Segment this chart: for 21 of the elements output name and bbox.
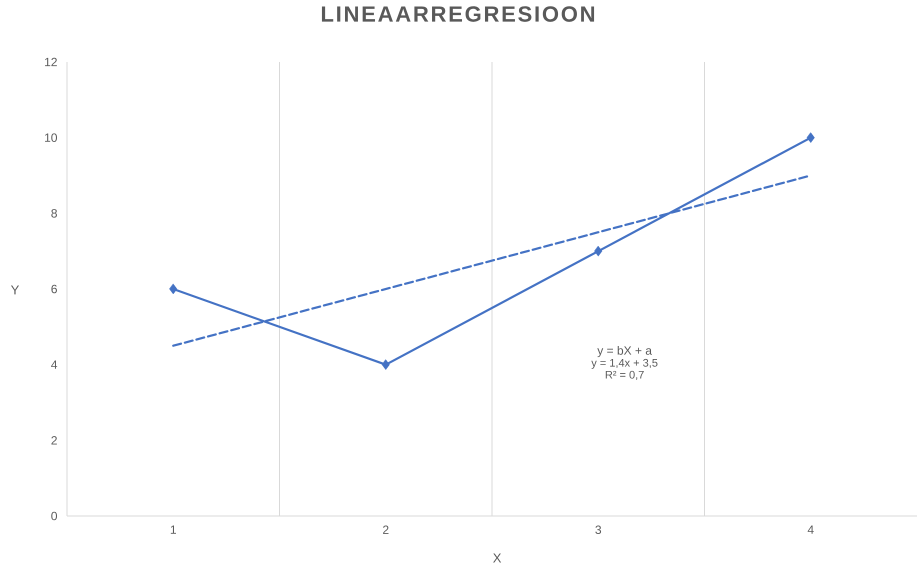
point	[169, 284, 178, 294]
y-tick-label: 8	[51, 209, 57, 218]
x-tick-label: 2	[383, 526, 388, 534]
y-tick-label: 4	[51, 360, 58, 369]
point	[806, 132, 815, 143]
annotation: y = 1,4x + 3,5	[591, 358, 658, 369]
x-tick-label: 4	[808, 526, 814, 534]
y-tick-label: 2	[51, 436, 57, 445]
y-tick-label: 6	[51, 284, 57, 294]
point	[594, 246, 602, 256]
x-axis-title: X	[493, 554, 502, 562]
y-tick-label: 0	[51, 512, 58, 520]
x-tick-label: 3	[595, 526, 602, 534]
y-axis-title: Y	[10, 285, 20, 294]
annotation: R² = 0,7	[606, 370, 644, 380]
annotation: y = bX + a	[597, 346, 652, 358]
y-tick-label: 10	[45, 133, 58, 142]
y-tick-label: 12	[45, 58, 57, 66]
point	[382, 359, 390, 370]
x-tick-label: 1	[170, 526, 176, 534]
chart-title: LINEAARREGRESIOON	[322, 6, 594, 22]
